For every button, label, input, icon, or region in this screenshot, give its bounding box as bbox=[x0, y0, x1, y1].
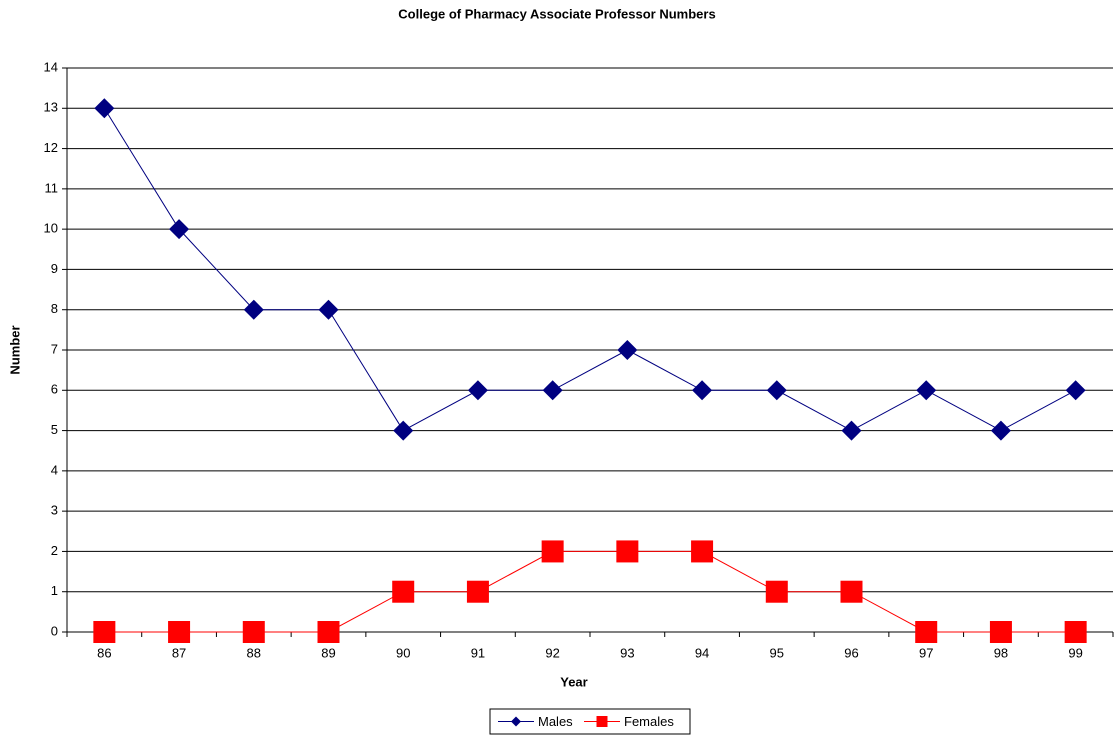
marker bbox=[765, 580, 788, 603]
x-tick-label: 87 bbox=[172, 645, 186, 660]
y-tick-label: 9 bbox=[51, 261, 58, 276]
legend-marker bbox=[511, 716, 521, 727]
chart-title: College of Pharmacy Associate Professor … bbox=[398, 6, 715, 21]
y-tick-label: 10 bbox=[44, 221, 58, 236]
marker bbox=[915, 621, 938, 643]
y-tick-label: 3 bbox=[51, 503, 58, 518]
x-tick-label: 98 bbox=[994, 645, 1008, 660]
marker bbox=[393, 420, 414, 441]
y-tick-label: 2 bbox=[51, 543, 58, 558]
marker bbox=[617, 340, 638, 360]
marker bbox=[242, 621, 265, 643]
marker bbox=[541, 540, 564, 563]
marker bbox=[169, 219, 190, 240]
marker bbox=[467, 380, 488, 401]
marker bbox=[840, 580, 863, 603]
marker bbox=[841, 420, 862, 441]
y-tick-label: 13 bbox=[44, 100, 58, 115]
x-tick-label: 97 bbox=[919, 645, 933, 660]
x-tick-label: 94 bbox=[695, 645, 709, 660]
y-tick-label: 8 bbox=[51, 301, 58, 316]
series-line bbox=[104, 550, 1076, 633]
marker bbox=[317, 621, 340, 643]
marker bbox=[318, 299, 339, 320]
marker bbox=[466, 580, 489, 603]
x-tick-label: 93 bbox=[620, 645, 634, 660]
marker bbox=[542, 380, 563, 401]
marker bbox=[989, 621, 1012, 643]
marker bbox=[596, 716, 608, 727]
y-tick-label: 7 bbox=[51, 341, 58, 356]
x-tick-label: 99 bbox=[1068, 645, 1082, 660]
x-axis-label: Year bbox=[560, 674, 587, 689]
y-tick-label: 11 bbox=[45, 180, 59, 195]
y-tick-label: 12 bbox=[44, 140, 58, 155]
marker bbox=[990, 420, 1011, 441]
marker bbox=[766, 380, 787, 401]
legend-label: Females bbox=[624, 714, 674, 729]
x-tick-label: 88 bbox=[247, 645, 261, 660]
y-tick-label: 14 bbox=[44, 59, 58, 74]
legend-label: Males bbox=[538, 714, 573, 729]
marker bbox=[243, 299, 264, 320]
marker bbox=[616, 540, 639, 563]
marker bbox=[94, 98, 115, 119]
y-axis-label: Number bbox=[7, 325, 22, 374]
marker bbox=[93, 621, 116, 643]
marker bbox=[392, 580, 415, 603]
legend-marker bbox=[596, 716, 608, 727]
y-tick-label: 5 bbox=[51, 422, 58, 437]
marker bbox=[916, 380, 937, 401]
x-tick-label: 90 bbox=[396, 645, 410, 660]
marker bbox=[1065, 380, 1086, 401]
x-tick-label: 91 bbox=[471, 645, 485, 660]
y-tick-label: 6 bbox=[51, 382, 58, 397]
marker bbox=[511, 716, 521, 727]
x-tick-label: 92 bbox=[545, 645, 559, 660]
x-tick-label: 96 bbox=[844, 645, 858, 660]
marker bbox=[168, 621, 191, 643]
x-tick-label: 86 bbox=[97, 645, 111, 660]
y-tick-label: 0 bbox=[51, 623, 58, 638]
y-tick-label: 1 bbox=[51, 583, 58, 598]
x-tick-label: 95 bbox=[770, 645, 784, 660]
marker bbox=[692, 380, 713, 401]
series-line bbox=[103, 108, 1076, 432]
marker bbox=[1064, 621, 1087, 643]
x-tick-label: 89 bbox=[321, 645, 335, 660]
marker bbox=[691, 540, 714, 563]
y-tick-label: 4 bbox=[51, 462, 58, 477]
